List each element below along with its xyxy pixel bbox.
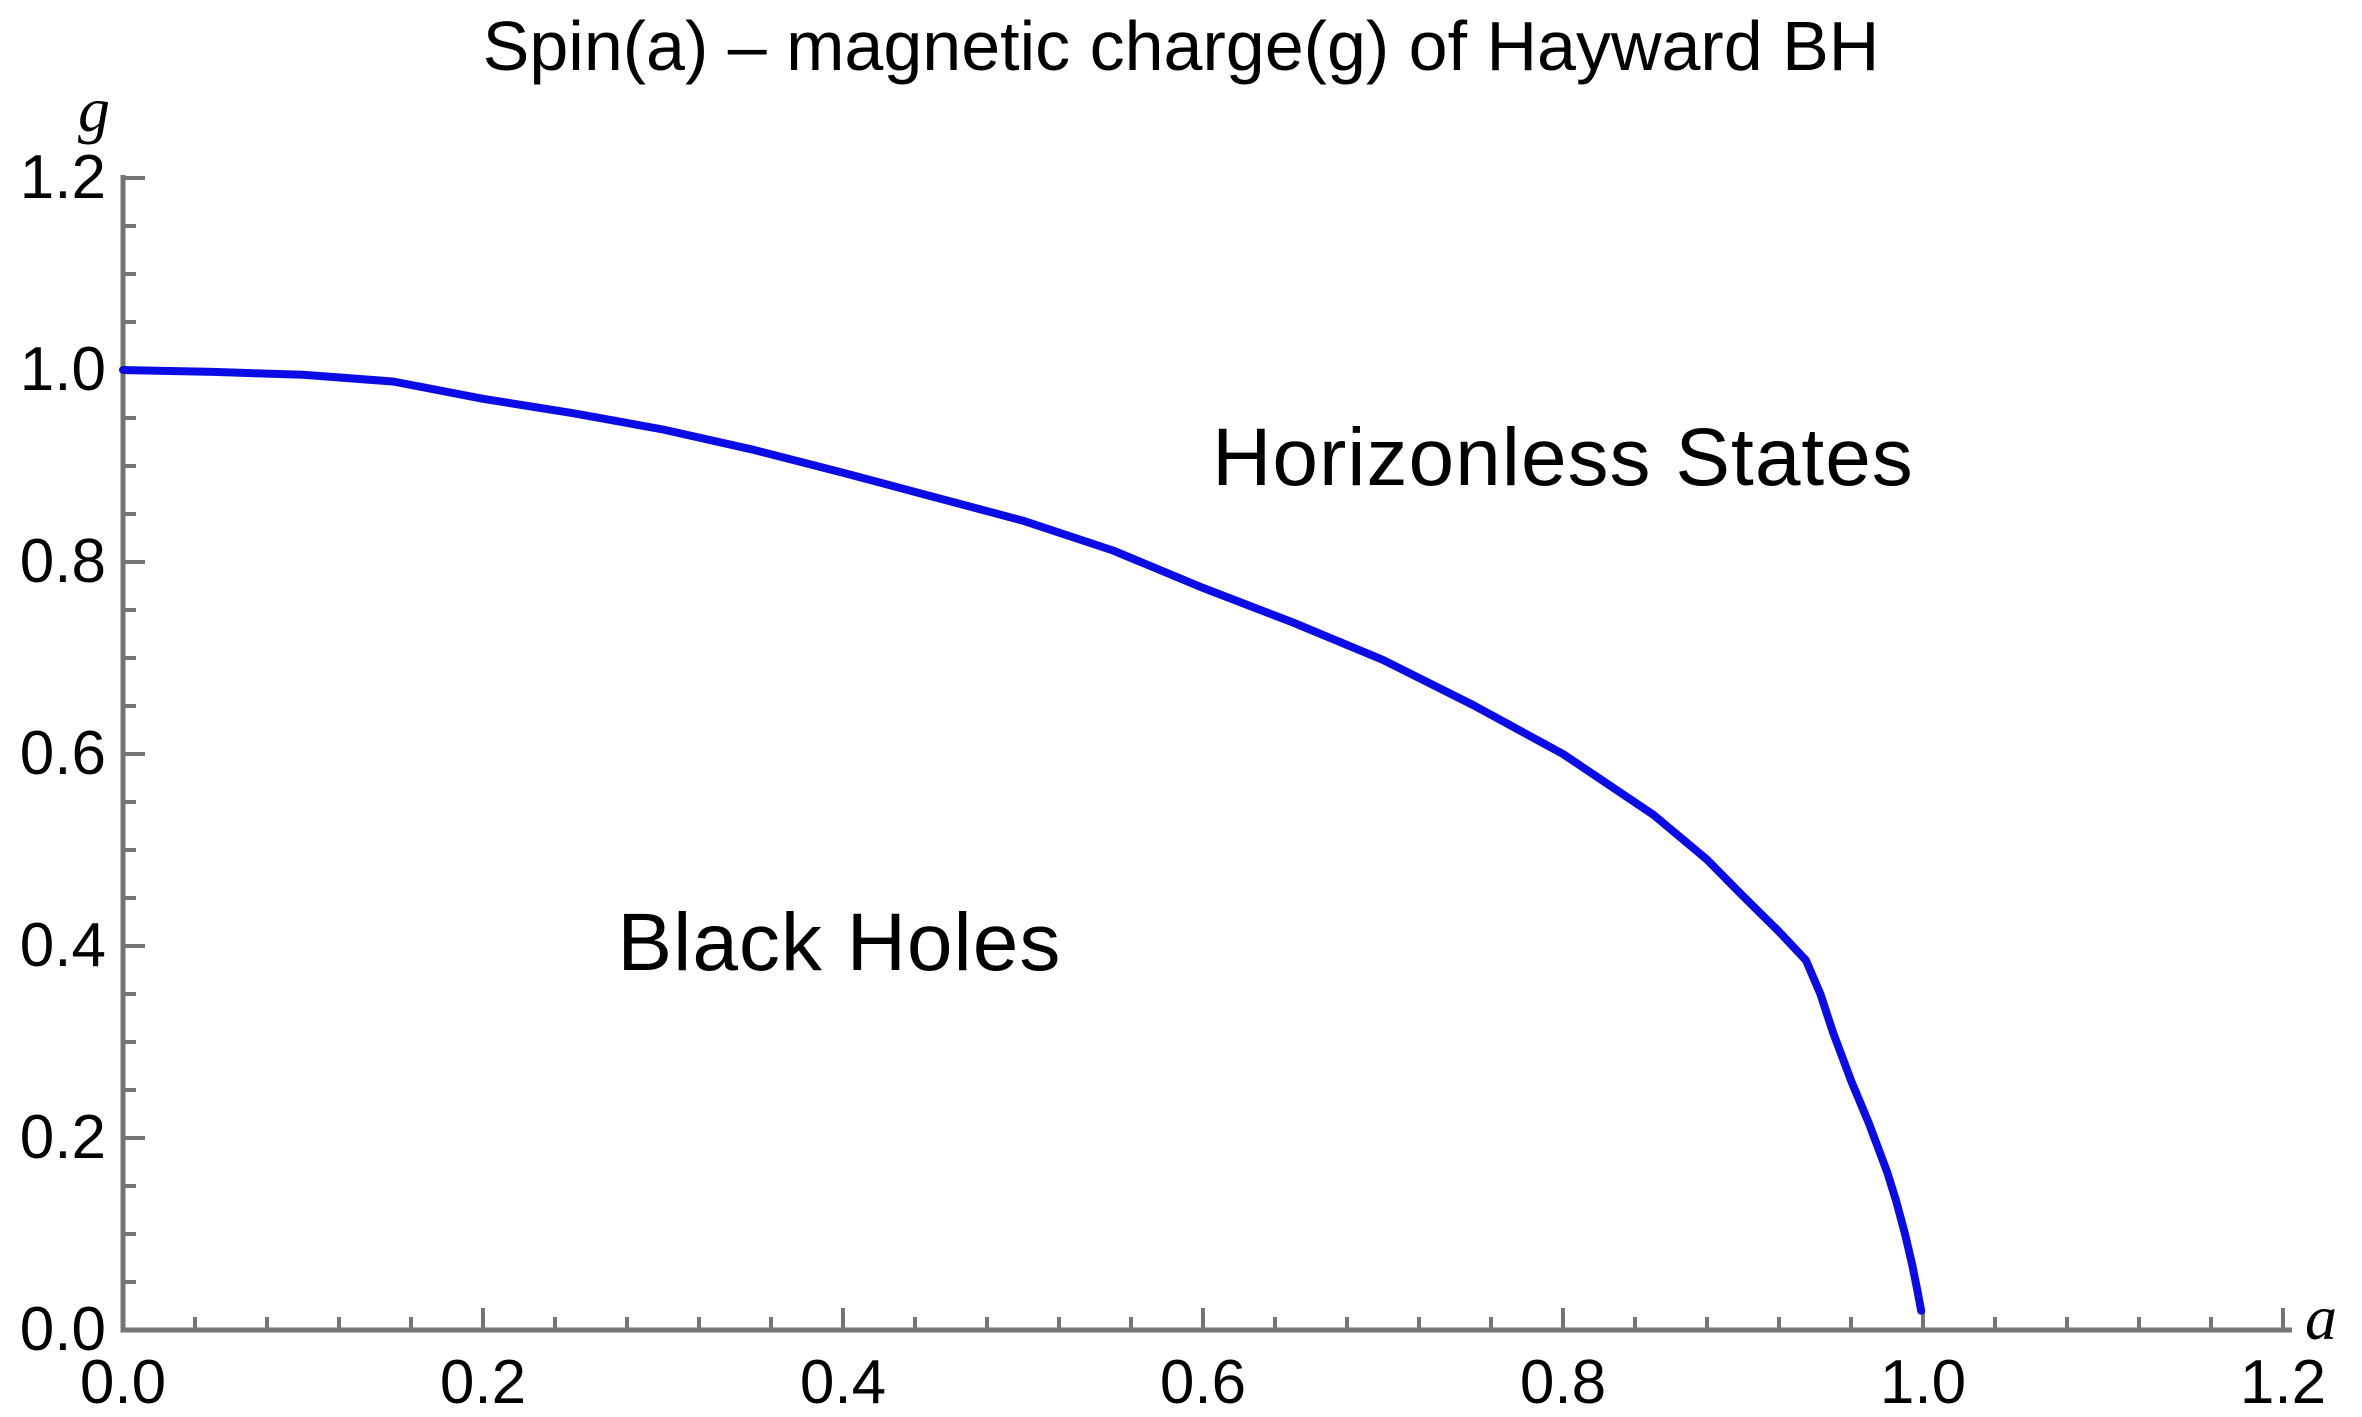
chart-title: Spin(a) – magnetic charge(g) of Hayward … — [482, 7, 1880, 85]
x-tick-label: 1.2 — [2239, 1348, 2327, 1417]
x-tick-label: 0.8 — [1519, 1348, 1607, 1417]
x-tick-label: 0.2 — [439, 1348, 527, 1417]
y-tick-label: 0.8 — [19, 527, 106, 596]
y-tick-label: 0.4 — [19, 911, 106, 980]
phase-boundary-curve — [119, 366, 1926, 1315]
x-tick-label: 0.0 — [79, 1348, 167, 1417]
y-tick-label: 0.2 — [19, 1103, 106, 1172]
y-tick-label: 0.0 — [19, 1295, 106, 1364]
y-tick-label: 0.6 — [19, 719, 106, 788]
x-tick-label: 0.6 — [1159, 1348, 1247, 1417]
x-tick-label: 0.4 — [799, 1348, 887, 1417]
y-axis-label: g — [78, 74, 110, 145]
y-tick-label: 1.0 — [19, 335, 106, 404]
x-tick-label: 1.0 — [1879, 1348, 1967, 1417]
x-axis-label: a — [2305, 1282, 2337, 1353]
y-tick-label: 1.2 — [19, 143, 106, 212]
annotation-horizonless-states: Horizonless States — [1212, 412, 1914, 504]
annotation-black-holes: Black Holes — [617, 897, 1062, 989]
